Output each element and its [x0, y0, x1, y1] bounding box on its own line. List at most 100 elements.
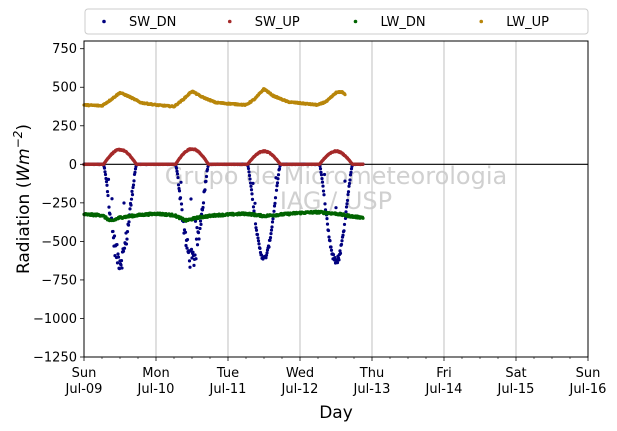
sw-up-point	[361, 162, 365, 166]
sw-dn-point	[133, 167, 138, 171]
sw-dn-point	[318, 167, 323, 171]
sw-dn-point	[120, 266, 124, 270]
sw-dn-point	[340, 239, 344, 243]
sw-dn-point	[190, 256, 194, 260]
y-tick-label: 0	[69, 158, 77, 173]
sw-dn-point	[349, 167, 354, 171]
sw-dn-point	[187, 259, 192, 263]
sw-dn-point	[189, 197, 193, 201]
sw-dn-point	[344, 210, 348, 214]
sw-dn-point	[192, 263, 196, 268]
sw-dn-point	[325, 222, 330, 226]
sw-dn-point	[345, 202, 349, 206]
x-tick-label: Wed Jul-12	[281, 366, 319, 397]
legend-label: LW_DN	[381, 15, 426, 30]
x-axis: Sun Jul-09 Mon Jul-10 Tue Jul-11 Wed Jul-12 Thu J…	[65, 357, 607, 397]
sw-dn-point	[175, 172, 180, 176]
sw-dn-point	[205, 167, 210, 171]
sw-dn-point	[322, 172, 327, 177]
sw-dn-point	[111, 229, 115, 234]
sw-dn-point	[255, 232, 260, 237]
sw-dn-point	[329, 245, 333, 249]
x-axis-label: Day	[319, 403, 353, 423]
sw-dn-point	[342, 222, 347, 227]
sw-dn-point	[103, 170, 107, 174]
legend-label: SW_DN	[129, 15, 176, 30]
y-label-prefix: Radiation (	[14, 182, 34, 274]
sw-dn-point	[254, 228, 259, 232]
sw-dn-point	[125, 230, 130, 234]
y-tick-label: 250	[52, 119, 77, 134]
sw-dn-point	[333, 256, 337, 260]
sw-dn-point	[195, 226, 199, 230]
x-tick-label: Tue Jul-11	[209, 366, 247, 397]
sw-dn-point	[176, 183, 181, 187]
y-axis: −1250 −1000 −750 −500 −250 0 250 500 750	[33, 42, 84, 366]
sw-dn-point	[199, 222, 203, 226]
sw-dn-point	[112, 234, 117, 238]
y-label-suffix: )	[14, 124, 34, 131]
sw-dn-point	[196, 231, 201, 235]
sw-dn-point	[327, 235, 331, 239]
sw-dn-point	[108, 212, 112, 216]
sw-dn-point	[259, 253, 264, 257]
sw-dn-point	[275, 181, 280, 185]
grid-lines	[155, 41, 517, 357]
sw-dn-point	[344, 205, 349, 209]
sw-dn-point	[320, 180, 325, 184]
sw-dn-point	[121, 249, 126, 253]
y-axis-label: Radiation (Wm−2)	[11, 124, 34, 274]
sw-dn-point	[345, 198, 350, 203]
sw-dn-point	[253, 201, 257, 205]
sw-dn-point	[131, 183, 136, 187]
sw-dn-point	[119, 263, 123, 267]
sw-dn-point	[275, 184, 279, 188]
sw-dn-point	[105, 190, 110, 194]
sw-dn-point	[193, 253, 197, 257]
sw-dn-point	[185, 246, 189, 250]
sw-dn-point	[272, 204, 277, 208]
sw-dn-point	[276, 177, 280, 181]
sw-dn-point	[269, 232, 273, 236]
watermark-line: IAG / USP	[280, 187, 392, 215]
x-tick-label: Fri Jul-14	[425, 366, 463, 397]
y-label-exponent: −2	[11, 131, 25, 149]
sw-dn-point	[347, 184, 351, 188]
sw-dn-point	[198, 219, 203, 223]
sw-dn-point	[106, 193, 110, 198]
sw-dn-point	[115, 243, 119, 247]
sw-dn-point	[343, 179, 347, 183]
sw-dn-point	[346, 190, 351, 194]
sw-dn-point	[104, 176, 108, 181]
sw-dn-point	[349, 170, 353, 174]
sw-dn-point	[319, 170, 323, 174]
sw-dn-point	[189, 247, 194, 251]
sw-dn-point	[102, 166, 107, 170]
sw-dn-point	[269, 228, 274, 232]
sw-dn-point	[248, 181, 253, 185]
sw-dn-point	[348, 178, 352, 182]
sw-dn-point	[184, 243, 188, 248]
sw-dn-point	[338, 251, 343, 255]
sw-dn-point	[103, 172, 108, 177]
sw-dn-point	[268, 236, 273, 240]
sw-dn-point	[129, 197, 134, 201]
sw-dn-point	[128, 207, 132, 211]
legend-marker	[102, 19, 106, 24]
sw-dn-point	[179, 180, 183, 184]
sw-dn-point	[182, 228, 187, 232]
y-label-unit: Wm	[14, 148, 34, 181]
x-tick-label: Sun Jul-16	[569, 366, 607, 397]
sw-dn-point	[194, 237, 199, 241]
sw-dn-point	[346, 192, 350, 197]
sw-dn-point	[127, 220, 131, 224]
sw-dn-point	[125, 237, 129, 241]
sw-dn-point	[271, 217, 275, 221]
legend-marker	[227, 19, 232, 24]
sw-dn-point	[175, 169, 179, 173]
lw-dn-point	[361, 216, 365, 220]
sw-dn-point	[130, 189, 134, 193]
sw-dn-point	[326, 228, 331, 233]
sw-dn-point	[338, 249, 342, 253]
x-tick-label: Sun Jul-09	[65, 366, 103, 397]
